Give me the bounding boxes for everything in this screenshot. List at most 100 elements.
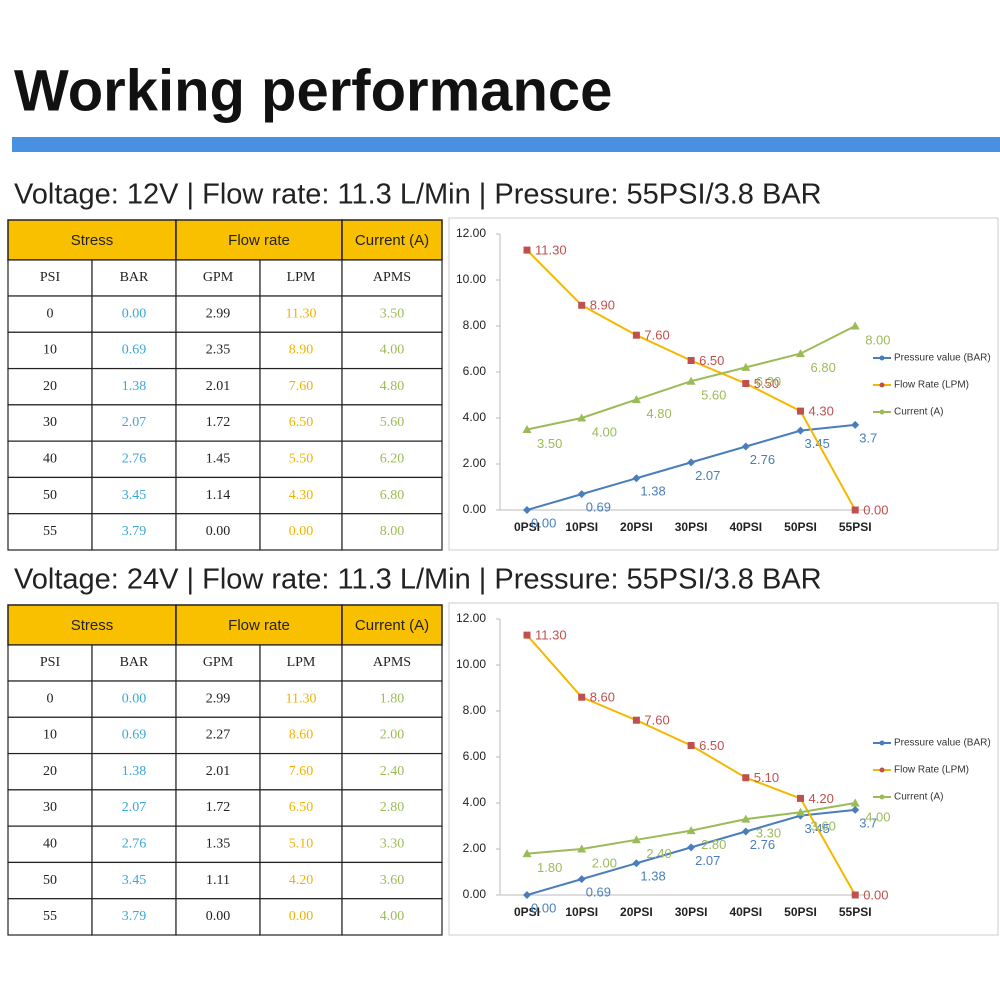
data-label: 8.90 [590,298,615,313]
data-label: 1.38 [640,869,665,884]
legend-label: Pressure value (BAR) [894,738,991,749]
x-tick-label: 30PSI [675,905,708,919]
table-cell [259,861,343,900]
data-label: 5.10 [754,770,779,785]
table-cell-text: 2.27 [206,728,231,743]
table-group-label: Flow rate [228,617,290,634]
table-cell-text: 30 [43,800,57,815]
data-label: 3.7 [859,430,877,445]
chart-frame [448,217,999,551]
x-tick-label: 0PSI [514,520,540,534]
data-label: 2.80 [701,837,726,852]
table-column-label: APMS [373,270,411,285]
table-cell [341,331,443,370]
table-cell-text: 2.01 [206,764,231,779]
y-tick-label: 12.00 [456,226,486,240]
data-label: 4.80 [646,406,671,421]
table-cell [259,716,343,755]
table-cell [7,440,93,479]
table-cell [91,716,177,755]
table-cell-text: 50 [43,873,57,888]
y-tick-label: 4.00 [463,795,487,809]
table-cell [341,404,443,442]
marker [577,413,587,422]
y-tick-label: 6.00 [463,749,487,763]
legend-marker [879,355,885,361]
table-cell-text: 0.00 [289,524,314,539]
x-tick-label: 20PSI [620,520,653,534]
data-label: 0.00 [531,515,556,530]
page-title: Working performance [14,58,612,123]
table-header-cell [7,644,93,682]
data-label: 4.00 [865,809,890,824]
table-column-label: APMS [373,655,411,670]
table-cell-text: 6.20 [380,452,405,467]
table-cell-text: 11.30 [286,306,317,321]
marker [741,362,751,371]
table-header-cell [91,644,177,682]
data-label: 11.30 [535,243,567,258]
data-label: 2.76 [750,837,775,852]
table-cell-text: 5.60 [380,415,405,430]
table-header-cell [175,644,261,682]
table-cell-text: 2.99 [206,306,231,321]
table-cell-text: 5.10 [289,837,314,852]
x-tick-label: 40PSI [729,905,762,919]
data-label: 8.60 [590,690,615,705]
table-cell-text: 2.80 [380,800,405,815]
table-cell-text: 3.60 [380,873,405,888]
table-cell-text: 10 [43,343,57,358]
y-tick-label: 2.00 [463,841,487,855]
table-cell-text: 0.00 [122,306,147,321]
table-cell-text: 8.00 [380,524,405,539]
data-label: 6.80 [811,360,836,375]
table-group-label: Stress [71,232,114,249]
marker [741,442,750,451]
data-label: 2.00 [592,855,617,870]
table-cell [91,367,177,406]
data-label: 0.69 [586,500,611,515]
marker [522,849,532,858]
table-cell-text: 4.20 [289,873,314,888]
marker [851,506,859,514]
table-cell [91,789,177,827]
data-label: 4.20 [809,791,834,806]
table-column-label: LPM [287,270,316,285]
table-cell [7,367,93,406]
title-bar [12,137,1000,152]
y-tick-label: 4.00 [463,410,487,424]
data-label: 1.38 [640,484,665,499]
table-cell [175,367,261,406]
marker [523,246,531,254]
y-tick-label: 8.00 [463,318,487,332]
table-cell-text: 10 [43,728,57,743]
legend-label: Current (A) [894,792,943,803]
table-cell-text: 3.79 [122,524,147,539]
chart-frame [448,602,999,936]
marker [741,814,751,823]
data-label: 7.60 [644,713,669,728]
marker [742,380,750,387]
table-cell [341,898,443,936]
table-cell-text: 7.60 [289,379,314,394]
data-label: 7.60 [644,328,669,343]
table-cell-text: 2.35 [206,343,231,358]
table-cell-text: 0.69 [122,343,147,358]
table-cell-text: 40 [43,452,57,467]
table-cell-text: 0.00 [122,691,147,706]
x-tick-label: 55PSI [839,905,872,919]
marker [686,826,696,835]
legend-marker [879,767,885,773]
marker [686,376,696,385]
table-cell-text: 20 [43,764,57,779]
table-group-header [175,604,343,646]
y-tick-label: 10.00 [456,272,486,286]
x-tick-label: 30PSI [675,520,708,534]
legend-label: Current (A) [894,407,943,418]
marker [578,301,586,309]
data-label: 3.7 [859,815,877,830]
table-cell-text: 1.38 [122,379,147,394]
data-label: 4.00 [592,424,617,439]
table-group-label: Flow rate [228,232,290,249]
table-cell-text: 4.00 [380,909,405,924]
